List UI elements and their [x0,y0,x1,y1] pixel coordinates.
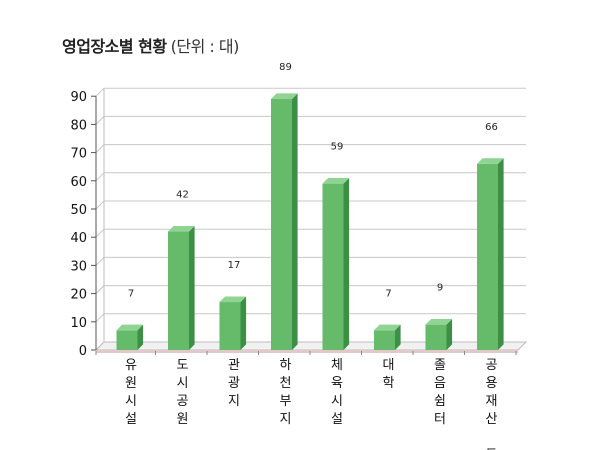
category-label: 체 [331,358,343,373]
category-label: 광 [228,376,240,391]
category-label: 시 [125,394,137,409]
bar-side [292,93,298,351]
y-tick-label: 0 [79,344,87,359]
category-label: 졸 [434,358,446,373]
category-label: 원 [177,412,189,427]
gridline-depth [95,228,105,238]
bar-side [189,225,195,350]
category-label: 대 [383,358,395,373]
category-label: 천 [280,376,292,391]
category-label: 등 [486,448,498,450]
bar-side [395,324,401,350]
category-label: 부 [280,394,292,409]
data-label: 66 [485,122,498,133]
category-label: 공 [486,358,498,373]
gridline-depth [95,144,105,153]
category-label: 유 [125,358,137,373]
gridline-depth [95,200,105,210]
category-label: 학 [383,376,395,391]
data-label: 9 [437,283,443,294]
bar [219,302,241,350]
y-tick-label: 10 [70,316,87,331]
bar-top [477,158,504,164]
category-label: 터 [434,412,446,427]
data-label: 7 [128,288,134,299]
gridline-depth [95,116,105,125]
bar-side [446,319,453,350]
bar-top [322,178,350,184]
bar-top [219,296,247,303]
bar [425,324,447,350]
y-tick-label: 60 [70,175,87,190]
data-label: 17 [228,260,241,271]
category-label: 원 [125,376,137,391]
bar [322,183,344,350]
category-label: 재 [486,394,498,409]
gridline-depth [95,87,105,97]
category-label: 시 [177,376,189,391]
gridline-depth [95,257,105,266]
gridline-depth [95,285,105,294]
category-label: 설 [331,412,343,427]
data-label: 7 [385,288,391,299]
y-tick-label: 50 [70,203,87,218]
data-label: 42 [176,190,189,201]
category-label: 지 [228,394,240,409]
chart-floor-edge [96,350,518,353]
bar-side [498,158,504,350]
category-label: 육 [331,376,343,391]
y-tick-label: 30 [70,259,87,274]
category-label: 하 [280,358,292,373]
y-tick-label: 20 [70,288,87,303]
data-label: 59 [331,142,344,153]
category-label: 관 [228,358,240,373]
bar-top [116,324,144,331]
bar-side [343,178,350,350]
category-label: 도 [177,358,189,373]
category-label: 시 [331,394,343,409]
bar-top [425,319,453,325]
chart-floor [94,341,528,351]
gridline-depth [95,172,105,182]
bar [116,330,138,350]
category-label: 공 [177,394,189,409]
gridline-depth [95,313,105,323]
y-tick-label: 40 [70,231,87,246]
y-tick-label: 90 [70,90,87,105]
chart-title: 영업장소별 현황 (단위 : 대) [62,33,239,57]
chart-title-main: 영업장소별 현황 [62,37,167,56]
category-label: 산 [486,412,498,427]
bar-side [240,296,247,350]
category-label: 설 [125,412,137,427]
bar-top [374,324,401,331]
bar [168,231,189,350]
y-tick-label: 80 [70,118,87,133]
bar-top [271,93,298,100]
bar-top [168,225,195,232]
chart-unit: (단위 : 대) [170,37,240,56]
bar [477,163,498,350]
bar [271,99,292,351]
category-label: 음 [434,376,446,391]
bar [374,330,395,350]
category-label: 지 [280,412,292,427]
y-tick-label: 70 [70,147,87,162]
bar-side [137,324,144,350]
category-label: 용 [486,376,498,391]
category-label: 쉼 [434,394,446,409]
data-label: 89 [279,62,292,73]
